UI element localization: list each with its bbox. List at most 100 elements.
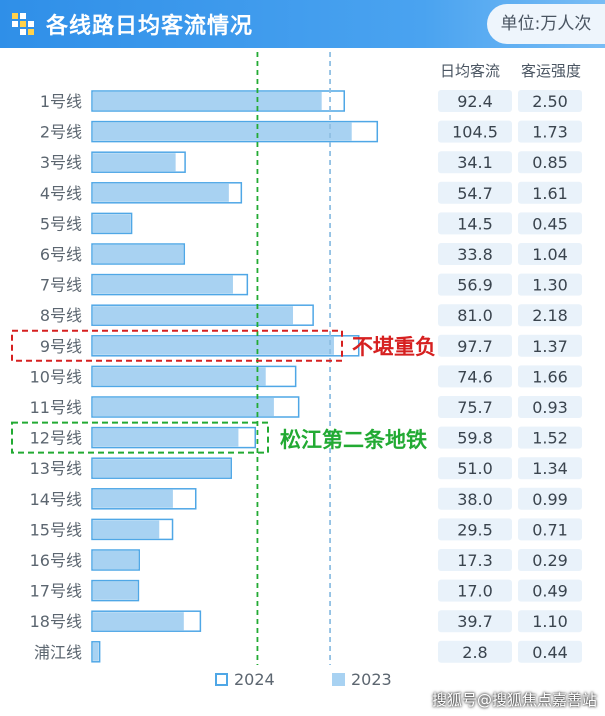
- bar-2023-line-11: [93, 398, 274, 416]
- flow-value-line-17: 17.0: [457, 582, 493, 601]
- bar-2023-line-8: [93, 306, 294, 325]
- intensity-cell-bg-line-15: [518, 518, 582, 541]
- overloaded-annotation: 不堪重负: [352, 335, 436, 359]
- category-label-line-12: 12号线: [30, 429, 82, 448]
- category-label-line-15: 15号线: [30, 520, 82, 539]
- intensity-value-line-5: 0.45: [532, 214, 568, 233]
- category-label-line-18: 18号线: [30, 612, 82, 631]
- intensity-cell-bg-line-1: [518, 90, 582, 112]
- intensity-value-line-17: 0.49: [532, 582, 568, 601]
- intensity-value-line-12: 1.52: [532, 429, 568, 448]
- flow-value-line-12: 59.8: [457, 429, 493, 448]
- flow-value-line-15: 29.5: [457, 520, 493, 539]
- flow-value-line-13: 51.0: [457, 459, 493, 478]
- flow-cell-bg-line-3: [438, 151, 512, 174]
- intensity-value-line-9: 1.37: [532, 337, 568, 356]
- intensity-value-line-11: 0.93: [532, 398, 568, 417]
- category-label-line-13: 13号线: [30, 459, 82, 478]
- flow-value-line-1: 92.4: [457, 92, 493, 111]
- flow-value-line-4: 54.7: [457, 184, 493, 203]
- flow-cell-bg-line-18: [438, 610, 512, 633]
- flow-value-line-19: 2.8: [462, 643, 487, 662]
- flow-cell-bg-line-7: [438, 273, 512, 296]
- category-label-line-10: 10号线: [30, 367, 82, 386]
- bar-2023-line-16: [93, 551, 139, 569]
- intensity-value-line-6: 1.04: [532, 245, 568, 264]
- intensity-value-line-7: 1.30: [532, 276, 568, 295]
- legend-swatch-2024: [215, 673, 228, 686]
- column-header-intensity: 客运强度: [521, 62, 582, 80]
- bar-2023-line-4: [93, 183, 229, 202]
- legend-swatch-2023: [332, 673, 345, 686]
- flow-cell-bg-line-19: [438, 640, 512, 663]
- intensity-cell-bg-line-6: [518, 243, 582, 265]
- flow-cell-bg-line-4: [438, 181, 512, 204]
- bar-2023-line-13: [93, 459, 231, 478]
- intensity-cell-bg-line-9: [518, 334, 582, 357]
- intensity-cell-bg-line-7: [518, 273, 582, 296]
- highlight-box-line-9: [11, 329, 343, 362]
- category-label-line-17: 17号线: [30, 582, 82, 601]
- intensity-value-line-14: 0.99: [532, 490, 568, 509]
- bar-2023-line-6: [93, 245, 184, 263]
- chart-title: 各线路日均客流情况: [46, 14, 254, 39]
- category-label-line-1: 1号线: [40, 92, 82, 111]
- bar-2023-line-12: [93, 428, 239, 447]
- column-header-flow: 日均客流: [440, 62, 501, 80]
- intensity-value-line-13: 1.34: [532, 459, 568, 478]
- intensity-cell-bg-line-16: [518, 549, 582, 571]
- legend-item-2024: 2024: [215, 670, 275, 689]
- flow-value-line-8: 81.0: [457, 306, 493, 325]
- intensity-value-line-2: 1.73: [532, 123, 568, 142]
- intensity-value-line-1: 2.50: [532, 92, 568, 111]
- flow-cell-bg-line-9: [438, 334, 512, 357]
- bar-2023-line-5: [93, 214, 131, 233]
- intensity-cell-bg-line-19: [518, 640, 582, 663]
- flow-cell-bg-line-14: [438, 487, 512, 510]
- flow-value-line-10: 74.6: [457, 367, 493, 386]
- bar-2023-line-17: [93, 581, 138, 600]
- bar-2023-line-18: [93, 612, 184, 631]
- bar-2023-line-2: [93, 122, 352, 141]
- flow-value-line-14: 38.0: [457, 490, 493, 509]
- bar-2023-line-9: [93, 336, 334, 355]
- watermark: 搜狐号@搜狐焦点嘉善站: [431, 691, 597, 709]
- flow-cell-bg-line-8: [438, 304, 512, 327]
- flow-value-line-18: 39.7: [457, 612, 493, 631]
- highlight-box-line-12: [11, 421, 269, 454]
- intensity-cell-bg-line-18: [518, 610, 582, 633]
- flow-cell-bg-line-15: [438, 518, 512, 541]
- category-label-line-9: 9号线: [40, 337, 82, 356]
- category-label-line-14: 14号线: [30, 490, 82, 509]
- flow-value-line-16: 17.3: [457, 551, 493, 570]
- intensity-cell-bg-line-10: [518, 365, 582, 388]
- category-label-line-3: 3号线: [40, 153, 82, 172]
- intensity-value-line-15: 0.71: [532, 520, 568, 539]
- category-label-line-2: 2号线: [40, 123, 82, 142]
- category-label-line-11: 11号线: [30, 398, 82, 417]
- chart-header: 各线路日均客流情况 单位:万人次: [0, 0, 605, 48]
- flow-value-line-9: 97.7: [457, 337, 493, 356]
- intensity-value-line-16: 0.29: [532, 551, 568, 570]
- bar-2023-line-15: [93, 520, 160, 539]
- intensity-cell-bg-line-11: [518, 396, 582, 418]
- flow-cell-bg-line-11: [438, 396, 512, 418]
- flow-value-line-2: 104.5: [452, 123, 498, 142]
- flow-value-line-11: 75.7: [457, 398, 493, 417]
- flow-cell-bg-line-6: [438, 243, 512, 265]
- flow-value-line-5: 14.5: [457, 214, 493, 233]
- intensity-cell-bg-line-5: [518, 212, 582, 235]
- flow-cell-bg-line-2: [438, 120, 512, 143]
- unit-label: 单位:万人次: [487, 4, 605, 44]
- category-label-line-8: 8号线: [40, 306, 82, 325]
- category-label-line-16: 16号线: [30, 551, 82, 570]
- intensity-cell-bg-line-4: [518, 181, 582, 204]
- flow-value-line-7: 56.9: [457, 276, 493, 295]
- flow-cell-bg-line-17: [438, 579, 512, 602]
- category-label-line-6: 6号线: [40, 245, 82, 264]
- category-label-line-7: 7号线: [40, 276, 82, 295]
- flow-value-line-3: 34.1: [457, 153, 493, 172]
- legend-label-2024: 2024: [234, 670, 275, 689]
- intensity-cell-bg-line-12: [518, 426, 582, 449]
